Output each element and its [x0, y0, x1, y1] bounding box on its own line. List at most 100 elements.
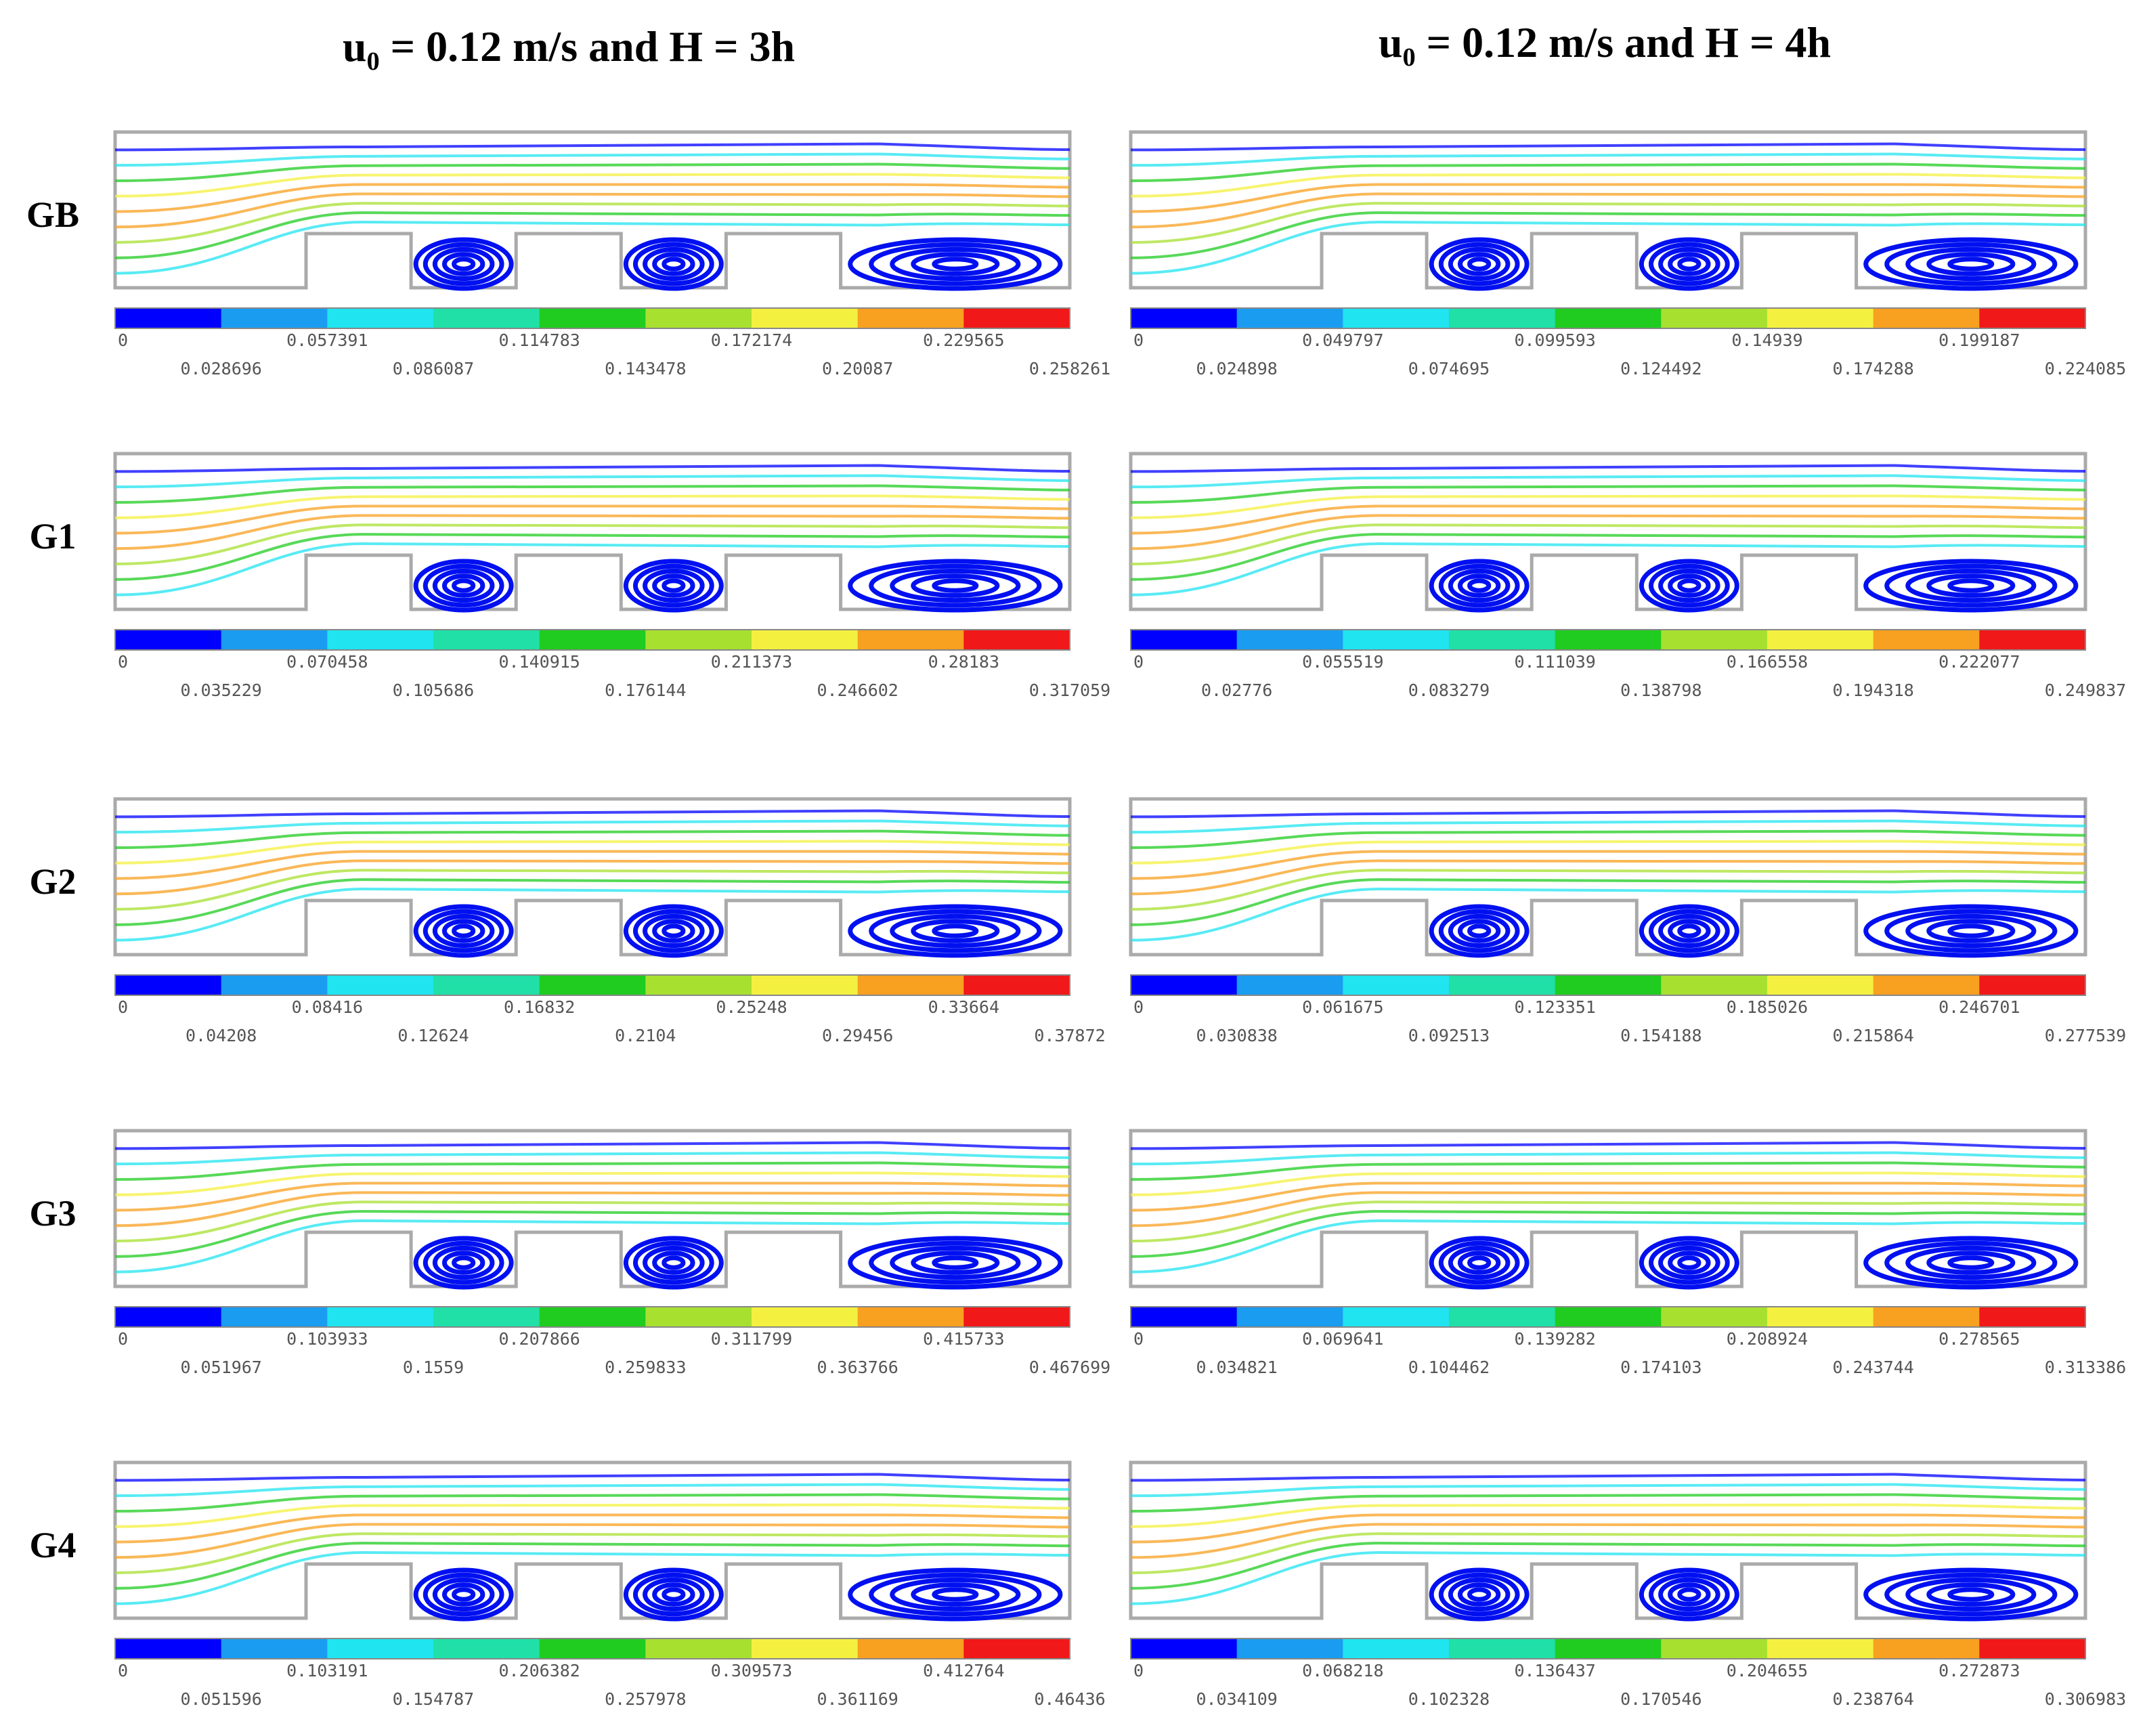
streamline	[114, 494, 1070, 519]
vortex	[1467, 1255, 1492, 1270]
vortex	[869, 1572, 1042, 1617]
vortex	[890, 1577, 1021, 1612]
vortex	[1438, 1572, 1520, 1617]
colorbar-segment	[539, 630, 646, 650]
streamline	[114, 1210, 1070, 1258]
colorbar-frame	[1130, 307, 2086, 329]
panel: 0 0.051596 0.103191 0.154787 0.206382 0.25797…	[113, 1460, 1106, 1709]
colorbar-label: 0.034821	[1196, 1358, 1277, 1377]
colorbar-segment	[752, 630, 859, 650]
colorbar-segment	[1661, 975, 1768, 995]
colorbar-segment	[433, 308, 540, 328]
streamline	[1130, 1210, 2086, 1258]
streamline	[1130, 504, 2086, 535]
vortex	[452, 1587, 476, 1602]
colorbar-label: 0.199187	[1938, 330, 2020, 350]
colorbar-label: 0.102328	[1408, 1689, 1490, 1709]
vortex	[422, 563, 504, 608]
colorbar-label: 0.139282	[1514, 1329, 1595, 1349]
vortex	[1438, 1240, 1520, 1285]
colorbar-label: 0.104462	[1408, 1358, 1490, 1377]
colorbar-label: 0.207866	[498, 1329, 580, 1349]
streamline	[114, 1523, 1070, 1559]
streamline	[1130, 1493, 2086, 1513]
streamline	[1130, 878, 2086, 926]
vortex	[911, 252, 1000, 276]
vortex	[911, 573, 1000, 598]
colorbar-segment	[1979, 308, 2086, 328]
vortex	[1658, 246, 1720, 282]
colorbar-segment	[1236, 630, 1343, 650]
streamline	[1130, 1219, 2086, 1274]
colorbar-segment	[221, 308, 328, 328]
colorbar-label: 0.33664	[928, 997, 999, 1017]
streamline	[1130, 542, 2086, 596]
vortex	[1947, 924, 1995, 938]
vortex	[1438, 563, 1520, 608]
colorbar-segment	[1449, 1307, 1556, 1327]
colorbar-label: 0	[118, 330, 128, 350]
vortex	[1658, 1245, 1720, 1280]
colorbar-label: 0.206382	[498, 1661, 580, 1680]
vortex	[1905, 1577, 2037, 1612]
colorbar-segment	[1236, 1639, 1343, 1659]
vortex	[932, 1255, 979, 1270]
vortex	[1863, 904, 2079, 958]
streamline	[114, 1161, 1070, 1181]
streamline	[1130, 1532, 2086, 1575]
colorbar-label: 0.069641	[1302, 1329, 1383, 1349]
vortex	[441, 1582, 485, 1607]
colorbar-segment	[645, 1639, 752, 1659]
colorbar-label: 0.034109	[1196, 1689, 1277, 1709]
colorbar-label: 0.29456	[822, 1026, 893, 1045]
vortex	[1467, 578, 1492, 593]
colorbar-segment	[115, 1639, 222, 1659]
colorbar-segment	[1979, 1307, 2086, 1327]
colorbar-label: 0	[1133, 1329, 1144, 1349]
colorbar-label: 0.259833	[605, 1358, 686, 1377]
column-title: u₀ = 0.12 m/s and H = 3h	[343, 22, 795, 70]
vortex	[1448, 246, 1511, 282]
vortex	[623, 1236, 724, 1290]
vortex	[1639, 904, 1739, 958]
streamline	[1130, 183, 2086, 213]
colorbar-segment	[857, 1639, 964, 1659]
vortex	[1863, 1236, 2079, 1290]
vortex	[1905, 246, 2037, 282]
colorbar-label: 0.055519	[1302, 652, 1383, 672]
colorbar-segment	[1236, 1307, 1343, 1327]
vortex	[623, 237, 724, 291]
streamline	[114, 1473, 1070, 1482]
colorbar-label: 0.12624	[397, 1026, 469, 1045]
vortex	[848, 904, 1063, 958]
vortex	[413, 237, 514, 291]
vortex	[932, 578, 979, 593]
streamline	[114, 1191, 1070, 1228]
colorbar-label: 0.057391	[286, 330, 368, 350]
colorbar-label: 0.257978	[605, 1689, 686, 1709]
colorbar-segment	[1555, 1639, 1662, 1659]
vortex	[623, 559, 724, 613]
vortex	[432, 568, 495, 603]
colorbar-segment	[752, 975, 859, 995]
panel: 0 0.04208 0.08416 0.12624 0.16832 0.2104 0.252…	[113, 797, 1106, 1045]
panel: 0 0.024898 0.049797 0.074695 0.099593 0.12449…	[1129, 130, 2126, 378]
vortex	[1677, 578, 1702, 593]
vortex	[1648, 909, 1730, 953]
colorbar-label: 0.154787	[393, 1689, 474, 1709]
colorbar-segment	[645, 1307, 752, 1327]
streamline	[114, 809, 1070, 819]
streamline	[1130, 859, 2086, 896]
colorbar-label: 0.123351	[1514, 997, 1595, 1017]
vortex	[932, 257, 979, 272]
colorbar-segment	[221, 1639, 328, 1659]
colorbar-label: 0.083279	[1408, 680, 1490, 700]
colorbar-label: 0.363766	[817, 1358, 898, 1377]
vortex	[632, 242, 714, 286]
colorbar-segment	[1343, 1307, 1450, 1327]
colorbar-segment	[433, 975, 540, 995]
colorbar-segment	[433, 630, 540, 650]
vortex	[632, 1572, 714, 1617]
panel: 0 0.051967 0.103933 0.1559 0.207866 0.259833 0…	[113, 1129, 1110, 1377]
vortex	[652, 573, 695, 598]
